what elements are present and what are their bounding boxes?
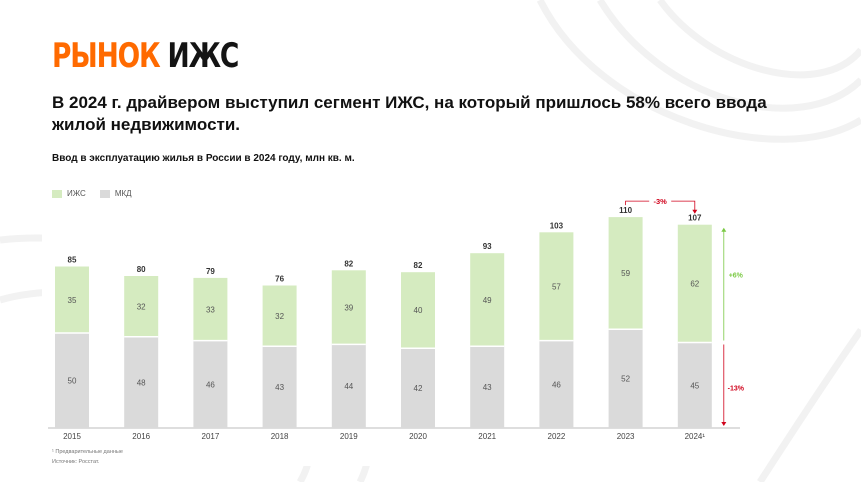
- x-tick-label: 2017: [202, 432, 220, 441]
- bar-izhs: [470, 253, 505, 347]
- data-label-mkd: 50: [68, 377, 77, 386]
- data-label-izhs: 57: [552, 282, 561, 291]
- slide-title: РЫНОК ИЖС: [52, 34, 240, 78]
- x-tick-label: 2016: [132, 432, 150, 441]
- data-label-mkd: 42: [414, 384, 423, 393]
- x-tick-label: 2023: [617, 432, 635, 441]
- mkd-change-arrowhead: [721, 422, 727, 426]
- bar-mkd: [331, 344, 366, 428]
- data-label-mkd: 44: [344, 382, 353, 391]
- chart-legend: ИЖС МКД: [52, 189, 132, 198]
- total-label: 80: [137, 265, 146, 274]
- x-tick-label: 2022: [548, 432, 566, 441]
- legend-label-mkd: МКД: [114, 189, 132, 198]
- bar-mkd: [193, 340, 228, 428]
- data-label-izhs: 32: [137, 302, 146, 311]
- x-tick-label: 2015: [63, 432, 81, 441]
- bar-mkd: [55, 333, 89, 428]
- source-note: Источник: Росстат.: [52, 459, 100, 465]
- legend-swatch-mkd: [99, 189, 110, 198]
- total-label: 110: [619, 206, 632, 215]
- change-label-bg: [649, 196, 672, 207]
- data-label-izhs: 35: [68, 296, 77, 305]
- total-label: 82: [414, 261, 423, 270]
- data-label-izhs: 59: [621, 269, 630, 278]
- data-label-izhs: 33: [206, 305, 215, 314]
- footnote: ¹ Предварительные данные: [52, 449, 123, 455]
- data-label-izhs: 39: [344, 303, 353, 312]
- chart-subtitle: Ввод в эксплуатацию жилья в России в 202…: [52, 153, 355, 164]
- bar-mkd: [401, 348, 435, 428]
- headline: В 2024 г. драйвером выступил сегмент ИЖС…: [52, 93, 767, 134]
- x-tick-label: 2024¹: [685, 432, 706, 441]
- data-label-mkd: 45: [690, 381, 699, 390]
- izhs-change-label: +6%: [729, 273, 744, 280]
- mkd-change-label: -13%: [728, 385, 745, 392]
- bar-izhs: [539, 232, 574, 341]
- total-label: 107: [688, 214, 702, 223]
- data-label-mkd: 52: [621, 375, 630, 384]
- bar-mkd: [262, 346, 297, 428]
- x-tick-label: 2020: [409, 432, 427, 441]
- bar-mkd: [124, 336, 159, 428]
- data-label-izhs: 62: [690, 280, 699, 289]
- data-label-mkd: 46: [552, 380, 561, 389]
- data-label-mkd: 43: [275, 383, 284, 392]
- total-label: 93: [483, 242, 492, 251]
- bar-mkd: [677, 342, 712, 428]
- bar-izhs: [55, 266, 89, 333]
- data-label-izhs: 40: [414, 306, 423, 315]
- data-label-mkd: 48: [137, 378, 146, 387]
- data-label-mkd: 46: [206, 380, 215, 389]
- data-label-mkd: 43: [483, 383, 492, 392]
- bar-izhs: [677, 224, 712, 343]
- title-accent: РЫНОК: [52, 36, 161, 76]
- bar-izhs: [193, 277, 228, 341]
- total-label: 76: [275, 275, 284, 284]
- bar-izhs: [331, 270, 366, 345]
- legend-swatch-izhs: [52, 189, 62, 198]
- total-label: 85: [68, 256, 77, 265]
- bar-mkd: [608, 329, 643, 428]
- bar-izhs: [262, 285, 297, 347]
- data-label-izhs: 49: [483, 296, 492, 305]
- total-label: 79: [206, 267, 215, 276]
- change-bracket-arrowhead: [692, 209, 698, 214]
- bar-izhs: [124, 276, 159, 337]
- x-tick-label: 2021: [478, 432, 496, 441]
- bar-izhs: [608, 217, 643, 330]
- total-label: 82: [344, 259, 353, 268]
- izhs-change-arrowhead: [721, 227, 727, 232]
- x-tick-label: 2019: [340, 432, 358, 441]
- change-label-total: -3%: [654, 197, 668, 206]
- data-label-izhs: 32: [275, 312, 284, 321]
- bar-mkd: [539, 340, 574, 428]
- x-tick-label: 2018: [271, 432, 289, 441]
- legend-item-izhs: ИЖС: [52, 189, 86, 198]
- bar-izhs: [401, 272, 435, 349]
- legend-label-izhs: ИЖС: [67, 189, 86, 198]
- title-rest: ИЖС: [167, 36, 240, 76]
- total-label: 103: [550, 221, 564, 230]
- legend-item-mkd: МКД: [99, 189, 132, 198]
- bar-mkd: [470, 346, 505, 428]
